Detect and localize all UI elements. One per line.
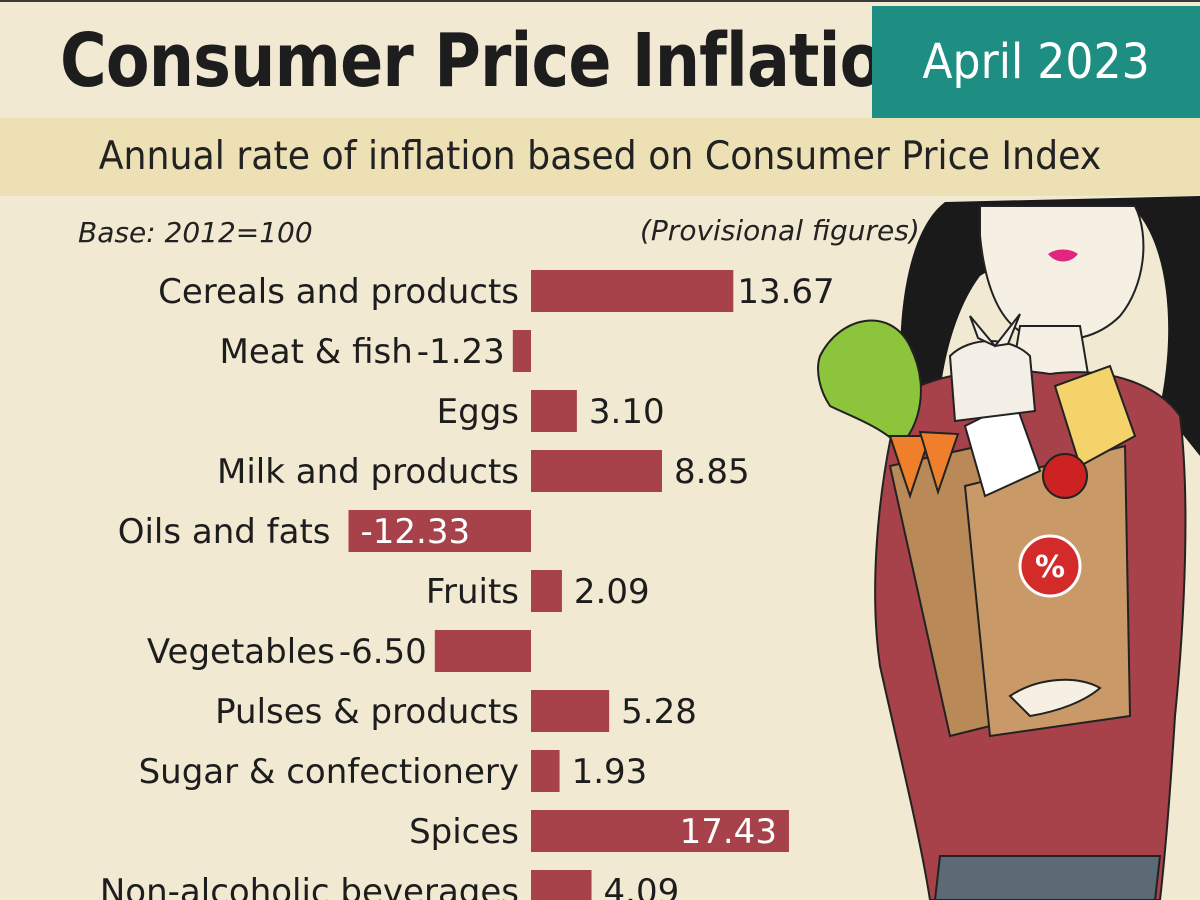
bar-0 xyxy=(531,270,734,312)
value-label: 5.28 xyxy=(621,692,697,732)
bar-8 xyxy=(531,750,560,792)
category-label: Meat & fish xyxy=(220,332,413,372)
value-label: 2.09 xyxy=(574,572,650,612)
base-note: Base: 2012=100 xyxy=(78,216,313,249)
category-label: Spices xyxy=(409,812,519,852)
value-label: -1.23 xyxy=(417,332,505,372)
bar-4 xyxy=(348,510,531,552)
value-label: 17.43 xyxy=(680,812,777,852)
bar-2 xyxy=(531,390,577,432)
value-label: -12.33 xyxy=(361,512,471,552)
category-label: Eggs xyxy=(437,392,519,432)
subtitle-band: Annual rate of inflation based on Consum… xyxy=(0,118,1200,196)
provisional-note: (Provisional figures) xyxy=(640,214,920,247)
value-label: 4.09 xyxy=(604,872,680,900)
chart-header: Consumer Price Inflation April 2023 xyxy=(0,0,1200,118)
bar-7 xyxy=(531,690,610,732)
value-label: 3.10 xyxy=(589,392,665,432)
bar-5 xyxy=(531,570,562,612)
date-label: April 2023 xyxy=(922,34,1150,90)
category-label: Fruits xyxy=(426,572,519,612)
bar-1 xyxy=(512,330,531,372)
category-label: Milk and products xyxy=(217,452,519,492)
chart-subtitle: Annual rate of inflation based on Consum… xyxy=(98,134,1102,179)
category-label: Sugar & confectionery xyxy=(139,752,519,792)
value-label: 13.67 xyxy=(737,272,834,312)
value-label: 1.93 xyxy=(572,752,648,792)
category-label: Oils and fats xyxy=(118,512,331,552)
date-badge: April 2023 xyxy=(872,6,1200,118)
category-label: Non-alcoholic beverages xyxy=(100,872,519,900)
percent-badge: % xyxy=(1035,550,1065,585)
bar-6 xyxy=(434,630,531,672)
bar-9 xyxy=(531,810,789,852)
bar-3 xyxy=(531,450,662,492)
chart-title: Consumer Price Inflation xyxy=(60,18,928,104)
category-label: Cereals and products xyxy=(158,272,519,312)
chart-area: Base: 2012=100 (Provisional figures) Cer… xyxy=(0,196,1200,900)
shopper-illustration: % xyxy=(817,196,1200,900)
category-label: Vegetables xyxy=(147,632,335,672)
category-label: Pulses & products xyxy=(215,692,519,732)
value-label: 8.85 xyxy=(674,452,750,492)
bar-chart: Cereals and products 13.67 Meat & fish -1.2… xyxy=(100,270,835,900)
bar-10 xyxy=(531,870,592,900)
value-label: -6.50 xyxy=(339,632,427,672)
